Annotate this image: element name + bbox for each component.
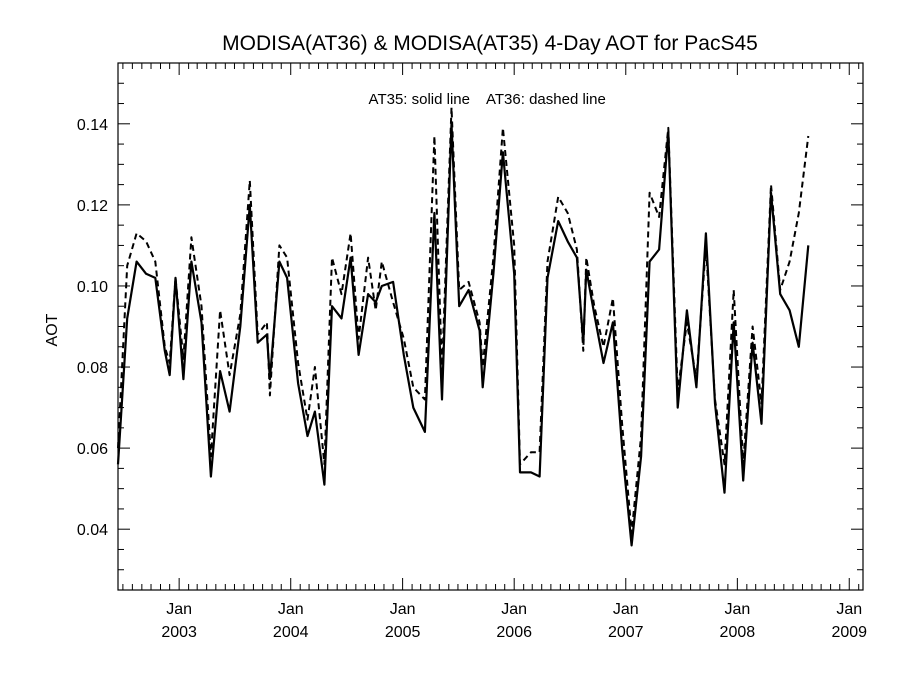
legend-solid-annotation: AT35: solid line <box>369 91 470 108</box>
y-tick-label: 0.10 <box>77 279 108 296</box>
x-tick-year-label: 2009 <box>831 624 867 641</box>
x-tick-year-label: 2004 <box>273 624 309 641</box>
x-tick-month-label: Jan <box>166 601 192 618</box>
x-tick-month-label: Jan <box>613 601 639 618</box>
x-tick-month-label: Jan <box>836 601 862 618</box>
y-tick-label: 0.04 <box>77 522 108 539</box>
x-tick-month-label: Jan <box>278 601 304 618</box>
x-tick-month-label: Jan <box>390 601 416 618</box>
series-line-at36 <box>117 106 810 535</box>
y-axis-label: AOT <box>44 313 61 346</box>
y-tick-label: 0.14 <box>77 117 108 134</box>
legend-dashed-annotation: AT36: dashed line <box>486 91 606 108</box>
y-tick-label: 0.06 <box>77 441 108 458</box>
x-axis-ticks: Jan 2003 Jan 2004 Jan 2005 Jan 2006 Jan 2007 Jan 20… <box>122 63 867 641</box>
data-series <box>116 106 810 547</box>
x-tick-year-label: 2006 <box>496 624 532 641</box>
y-axis-ticks: 0.04 0.06 0.08 0.10 0.12 0.14 <box>77 62 863 591</box>
y-tick-label: 0.12 <box>77 198 108 215</box>
x-tick-year-label: 2005 <box>385 624 421 641</box>
x-tick-month-label: Jan <box>501 601 527 618</box>
plot-frame <box>117 62 864 591</box>
x-tick-month-label: Jan <box>724 601 750 618</box>
series-line-at35 <box>116 122 810 547</box>
y-tick-label: 0.08 <box>77 360 108 377</box>
x-tick-year-label: 2007 <box>608 624 644 641</box>
x-tick-year-label: 2008 <box>720 624 756 641</box>
chart-title: MODISA(AT36) & MODISA(AT35) 4-Day AOT fo… <box>222 32 758 55</box>
x-tick-year-label: 2003 <box>161 624 197 641</box>
